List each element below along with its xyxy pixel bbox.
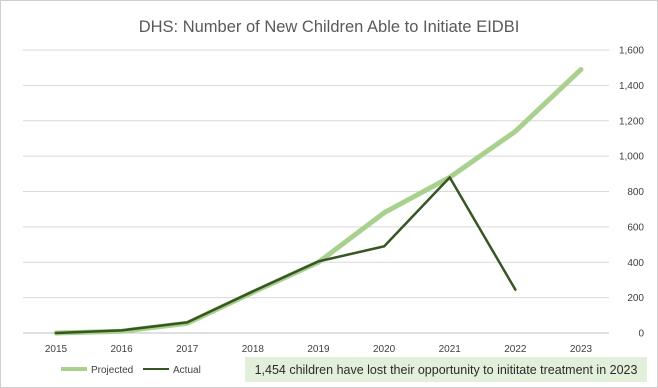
- x-tick-label: 2018: [242, 344, 265, 355]
- y-tick-label: 1,200: [619, 116, 644, 127]
- x-tick-label: 2021: [439, 344, 462, 355]
- x-tick-label: 2020: [373, 344, 396, 355]
- y-tick-label: 1,600: [619, 46, 644, 57]
- annotation-background: [245, 357, 647, 382]
- x-axis-ticks: 2015 2016 2017 2018 2019 2020 2021 2022 2023: [45, 344, 593, 355]
- gridlines: [23, 49, 609, 334]
- y-axis-ticks: 0 200 400 600 800 1,000 1,200 1,400 1,600: [619, 46, 644, 340]
- x-tick-label: 2016: [111, 344, 134, 355]
- x-tick-label: 2015: [45, 344, 68, 355]
- chart-title: DHS: Number of New Children Able to Init…: [139, 18, 520, 36]
- annotation-text: 1,454 children have lost their opportuni…: [255, 363, 638, 377]
- x-tick-label: 2023: [570, 344, 593, 355]
- y-tick-label: 600: [627, 222, 644, 233]
- legend-label-projected: Projected: [91, 365, 133, 376]
- legend: Projected Actual: [61, 365, 201, 376]
- y-tick-label: 1,000: [619, 152, 644, 163]
- series-line-actual: [54, 176, 517, 335]
- y-tick-label: 800: [627, 187, 644, 198]
- y-tick-label: 400: [627, 258, 644, 269]
- series-line-projected: [53, 66, 584, 336]
- y-tick-label: 0: [638, 329, 644, 340]
- x-tick-label: 2022: [504, 344, 527, 355]
- x-tick-label: 2019: [307, 344, 330, 355]
- annotation-box: 1,454 children have lost their opportuni…: [245, 357, 647, 382]
- legend-label-actual: Actual: [173, 365, 201, 376]
- y-tick-label: 1,400: [619, 81, 644, 92]
- series-lines: [53, 66, 584, 336]
- y-tick-label: 200: [627, 293, 644, 304]
- x-tick-label: 2017: [176, 344, 199, 355]
